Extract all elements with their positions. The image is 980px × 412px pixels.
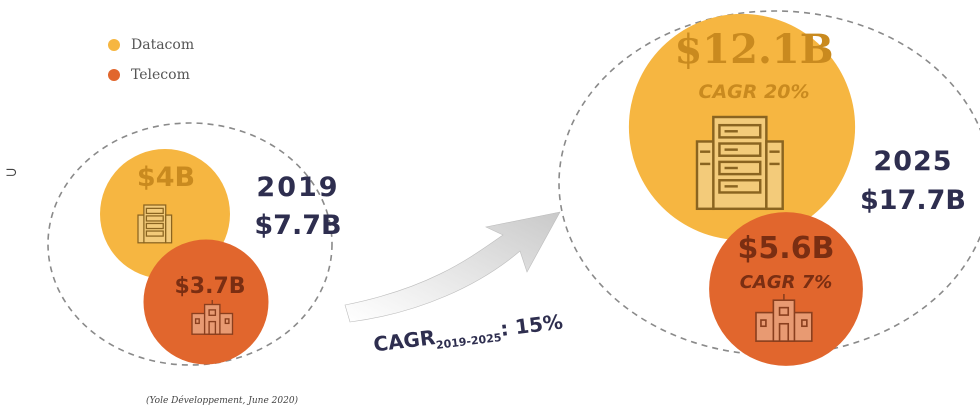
legend-label-datacom: Datacom <box>131 37 195 53</box>
legend-label-telecom: Telecom <box>131 67 190 83</box>
legend-swatch-telecom <box>108 69 120 81</box>
server-rack-icon <box>137 204 173 244</box>
growth-arrow <box>344 211 561 323</box>
ring-2025 <box>558 10 980 356</box>
total-label-2025: $17.7B <box>860 185 966 216</box>
total-label-2019: $7.7B <box>254 210 341 241</box>
overall-cagr-period: 2019-2025 <box>435 331 502 352</box>
value-label-2019-telecom: $3.7B <box>174 274 245 299</box>
server-rack-icon <box>695 115 784 211</box>
value-label-2019-datacom: $4B <box>137 162 195 193</box>
legend-item-datacom: Datacom <box>108 30 194 60</box>
year-label-2019: 2019 <box>256 172 339 203</box>
edge-glyph: ⊃ <box>5 163 18 181</box>
legend: Datacom Telecom <box>108 30 194 90</box>
legend-item-telecom: Telecom <box>108 60 194 90</box>
telecom-building-icon <box>191 300 234 335</box>
value-label-2025-datacom: $12.1B <box>674 26 833 73</box>
year-label-2025: 2025 <box>873 146 952 177</box>
overall-cagr-label: CAGR2019-2025: 15% <box>372 309 564 359</box>
source-note: (Yole Développement, June 2020) <box>146 396 299 406</box>
cagr-label-2025-datacom: CAGR 20% <box>699 81 810 103</box>
overall-cagr-value: : 15% <box>499 309 564 340</box>
overall-cagr-prefix: CAGR <box>372 325 436 356</box>
legend-swatch-datacom <box>108 39 120 51</box>
telecom-building-icon <box>755 294 813 342</box>
bubble-2019-telecom <box>143 239 269 365</box>
ring-2019 <box>47 122 333 366</box>
bubble-2025-telecom <box>709 212 863 366</box>
cagr-label-2025-telecom: CAGR 7% <box>740 272 833 293</box>
value-label-2025-telecom: $5.6B <box>738 231 835 266</box>
